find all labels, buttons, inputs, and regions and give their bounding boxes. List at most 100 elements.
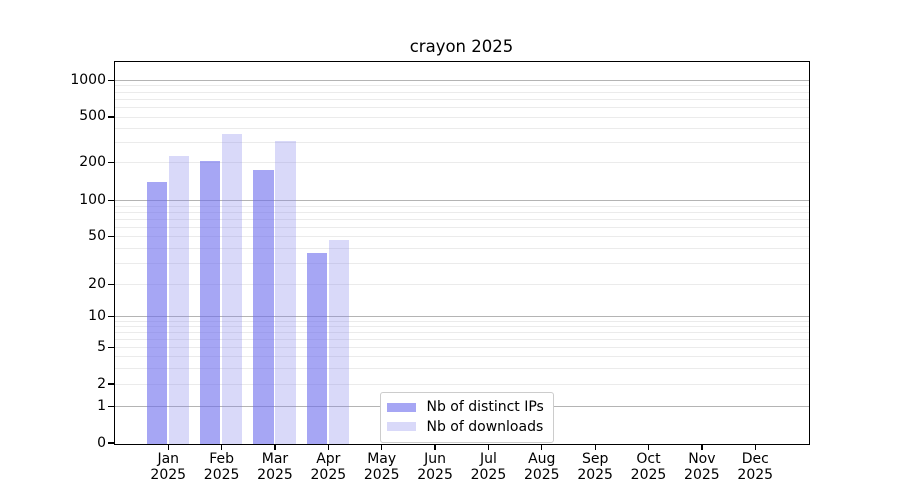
- x-tick-label-mar: Mar 2025: [243, 451, 307, 483]
- x-tick-label-jul: Jul 2025: [456, 451, 520, 483]
- month-label: Feb: [209, 451, 234, 467]
- y-tick-label-10: 10: [88, 308, 106, 325]
- month-label: Nov: [688, 451, 716, 467]
- gridline-minor-30: [114, 263, 809, 265]
- month-label: Oct: [636, 451, 661, 467]
- gridline-major-10: [114, 316, 809, 318]
- gridline-minor-8: [114, 326, 809, 328]
- year-label: 2025: [523, 466, 560, 483]
- plot-area: Nb of distinct IPs Nb of downloads: [113, 60, 810, 445]
- month-label: Dec: [741, 451, 769, 467]
- y-tick-label-5: 5: [97, 339, 106, 356]
- x-tick-jun: [434, 444, 436, 450]
- y-tick-2: [108, 383, 114, 385]
- bar-distinct-ips-apr: [306, 253, 328, 444]
- legend-label-distinct-ips: Nb of distinct IPs: [426, 399, 544, 416]
- bar-distinct-ips-jan: [146, 182, 168, 444]
- x-tick-aug: [541, 444, 543, 450]
- x-tick-label-oct: Oct 2025: [617, 451, 681, 483]
- x-tick-nov: [701, 444, 703, 450]
- x-tick-jul: [487, 444, 490, 450]
- x-tick-label-dec: Dec 2025: [723, 451, 787, 483]
- month-label: Aug: [528, 451, 556, 467]
- x-tick-oct: [647, 444, 650, 450]
- gridline-minor-7: [114, 332, 809, 334]
- x-tick-may: [381, 444, 383, 450]
- year-label: 2025: [630, 466, 667, 483]
- gridline-major-1000: [114, 79, 809, 81]
- gridline-minor-80: [114, 211, 809, 213]
- gridline-minor-600: [114, 106, 809, 108]
- y-tick-5: [108, 346, 114, 349]
- gridline-minor-9: [114, 321, 809, 323]
- gridline-minor-6: [114, 339, 809, 341]
- y-tick-1000: [108, 79, 114, 81]
- year-label: 2025: [150, 466, 187, 483]
- gridline-minor-500: [114, 116, 809, 118]
- gridline-minor-900: [114, 85, 809, 87]
- x-tick-label-feb: Feb 2025: [190, 451, 254, 483]
- year-label: 2025: [737, 466, 774, 483]
- y-tick-label-20: 20: [88, 276, 106, 293]
- y-tick-label-0: 0: [97, 434, 106, 451]
- year-label: 2025: [363, 466, 400, 483]
- gridline-minor-70: [114, 218, 809, 220]
- gridline-minor-2: [114, 383, 809, 385]
- year-label: 2025: [417, 466, 453, 483]
- gridline-minor-40: [114, 248, 809, 250]
- gridline-minor-400: [114, 127, 809, 129]
- x-tick-label-nov: Nov 2025: [670, 451, 734, 483]
- month-label: Jul: [479, 451, 497, 467]
- gridline-minor-20: [114, 284, 809, 286]
- gridline-minor-700: [114, 98, 809, 100]
- year-label: 2025: [684, 466, 720, 483]
- gridline-minor-4: [114, 356, 809, 358]
- y-tick-500: [108, 116, 114, 118]
- x-tick-mar: [274, 444, 276, 450]
- x-tick-label-jun: Jun 2025: [403, 451, 467, 483]
- month-label: Jun: [424, 451, 446, 467]
- bar-downloads-jan: [168, 155, 190, 444]
- legend-item-downloads: Nb of downloads: [386, 417, 544, 437]
- y-tick-100: [108, 199, 114, 202]
- x-tick-feb: [220, 444, 223, 450]
- y-tick-label-1000: 1000: [70, 71, 106, 88]
- gridline-major-100: [114, 199, 809, 201]
- x-tick-label-jan: Jan 2025: [136, 451, 200, 483]
- x-tick-dec: [754, 444, 756, 450]
- gridline-minor-3: [114, 367, 809, 369]
- bar-downloads-feb: [221, 133, 243, 444]
- y-tick-1: [108, 405, 114, 407]
- year-label: 2025: [257, 466, 293, 483]
- y-tick-200: [108, 161, 114, 163]
- y-tick-label-100: 100: [79, 191, 106, 208]
- legend-swatch-downloads: [386, 422, 416, 432]
- y-tick-label-50: 50: [88, 228, 106, 245]
- y-tick-label-2: 2: [97, 375, 106, 392]
- x-tick-label-may: May 2025: [350, 451, 414, 483]
- gridline-minor-5: [114, 347, 809, 349]
- x-tick-sep: [594, 444, 596, 450]
- year-label: 2025: [203, 466, 240, 483]
- month-label: Sep: [581, 451, 609, 467]
- gridline-minor-800: [114, 91, 809, 93]
- y-tick-label-1: 1: [97, 397, 106, 414]
- gridline-minor-300: [114, 141, 809, 143]
- x-tick-label-sep: Sep 2025: [563, 451, 627, 483]
- chart-title: crayon 2025: [409, 37, 514, 56]
- gridline-minor-90: [114, 205, 809, 207]
- y-tick-20: [108, 284, 114, 286]
- y-tick-10: [108, 316, 114, 318]
- year-label: 2025: [470, 466, 507, 483]
- gridline-minor-200: [114, 161, 809, 163]
- x-tick-label-aug: Aug 2025: [510, 451, 574, 483]
- month-label: May: [367, 451, 397, 467]
- year-label: 2025: [310, 466, 347, 483]
- x-tick-label-apr: Apr 2025: [296, 451, 360, 483]
- y-tick-label-200: 200: [79, 153, 106, 170]
- y-tick-label-500: 500: [79, 108, 106, 125]
- legend-label-downloads: Nb of downloads: [426, 418, 544, 435]
- bar-distinct-ips-mar: [253, 169, 274, 444]
- y-tick-50: [108, 236, 114, 238]
